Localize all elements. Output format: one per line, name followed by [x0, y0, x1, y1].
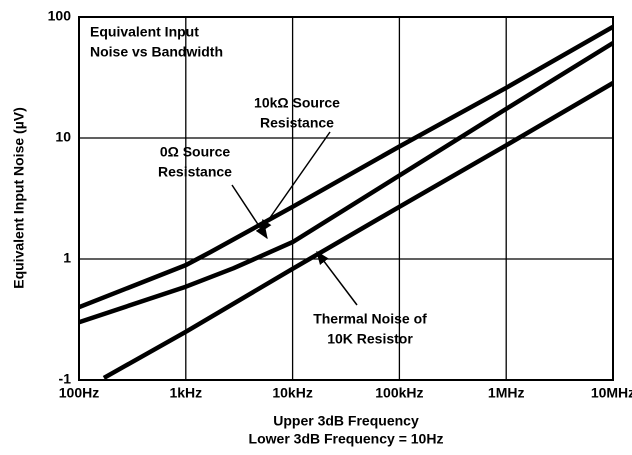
- annotation: Noise vs Bandwidth: [90, 44, 223, 60]
- x-tick-label: 10MHz: [591, 385, 632, 401]
- y-tick-label: -1: [59, 371, 72, 387]
- annotation: Equivalent Input: [90, 24, 199, 40]
- series-line: [78, 24, 615, 310]
- annotation-arrow: [316, 250, 358, 306]
- x-tick-label: 100kHz: [375, 385, 423, 401]
- x-tick-label: 10kHz: [272, 385, 312, 401]
- x-axis-label: Lower 3dB Frequency = 10Hz: [249, 431, 444, 447]
- x-tick-label: 100Hz: [59, 385, 99, 401]
- annotation: 0Ω Source: [160, 144, 231, 160]
- annotation-arrow: [259, 131, 331, 234]
- y-tick-label: 10: [55, 129, 71, 145]
- annotation: 10kΩ Source: [254, 95, 340, 111]
- plot-frame: [78, 16, 614, 381]
- x-axis-label: Upper 3dB Frequency: [273, 413, 419, 429]
- annotation: Resistance: [260, 115, 334, 131]
- annotation-arrow: [231, 184, 268, 240]
- annotation: 10K Resistor: [327, 331, 413, 347]
- series-line: [102, 81, 615, 380]
- y-tick-label: 100: [48, 8, 72, 24]
- annotation: Resistance: [158, 164, 232, 180]
- x-tick-label: 1MHz: [488, 385, 525, 401]
- annotation: Thermal Noise of: [313, 311, 427, 327]
- y-axis-label: Equivalent Input Noise (µV): [11, 107, 27, 289]
- x-tick-label: 1kHz: [169, 385, 202, 401]
- y-tick-label: 1: [63, 250, 71, 266]
- series-line: [78, 41, 615, 325]
